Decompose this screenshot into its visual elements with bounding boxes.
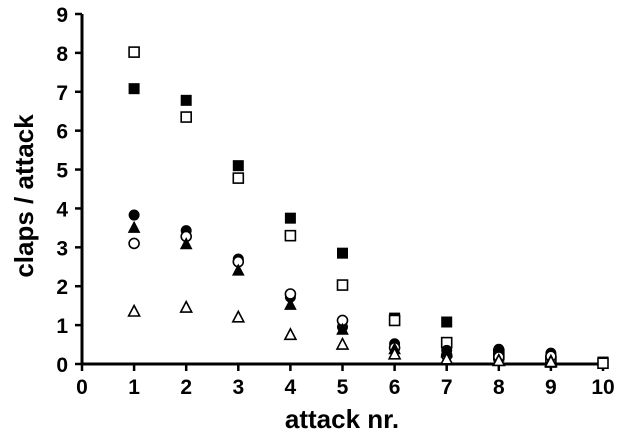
y-tick-label: 5 xyxy=(56,160,68,183)
data-point-triangle-open xyxy=(127,303,141,317)
data-point-square-filled xyxy=(441,316,453,328)
data-point-triangle-filled xyxy=(231,263,245,276)
x-tick-label: 6 xyxy=(389,376,401,399)
data-point-square-open xyxy=(232,172,245,184)
data-point-square-open xyxy=(597,357,609,370)
data-point-square-open xyxy=(180,111,192,123)
data-point-triangle-open xyxy=(231,309,246,323)
y-tick-label: 0 xyxy=(56,354,68,377)
data-point-triangle-open xyxy=(335,336,350,350)
x-tick-label: 4 xyxy=(285,376,297,399)
data-point-circle-open xyxy=(128,237,140,250)
y-tick-label: 1 xyxy=(56,315,68,338)
x-tick-label: 5 xyxy=(337,376,349,399)
data-point-triangle-filled xyxy=(179,237,193,250)
y-tick-label: 7 xyxy=(56,82,68,105)
data-point-triangle-open xyxy=(283,327,298,341)
data-point-triangle-open xyxy=(544,354,558,368)
x-tick-label: 9 xyxy=(545,376,557,399)
data-point-square-open xyxy=(284,229,297,242)
data-point-circle-filled xyxy=(128,209,140,221)
data-point-square-filled xyxy=(128,83,140,95)
x-tick-label: 3 xyxy=(232,376,244,399)
y-tick-label: 3 xyxy=(56,237,68,260)
data-point-square-filled xyxy=(232,160,244,172)
data-point-triangle-open xyxy=(179,299,194,313)
data-point-square-open xyxy=(388,314,401,327)
data-point-square-open xyxy=(336,279,349,291)
x-axis-title: attack nr. xyxy=(285,404,399,434)
data-point-square-open xyxy=(128,46,140,58)
data-point-triangle-filled xyxy=(127,220,141,233)
data-point-triangle-open xyxy=(491,353,506,367)
x-tick-label: 10 xyxy=(591,376,614,399)
x-tick-label: 2 xyxy=(180,376,192,399)
data-point-triangle-filled xyxy=(336,322,349,335)
x-tick-label: 8 xyxy=(493,376,505,399)
y-tick-label: 2 xyxy=(56,276,68,299)
y-tick-label: 6 xyxy=(56,121,68,144)
plot-area: 0 1 2 3 4 5 6 7 8 9 10 0 1 2 3 4 5 6 7 8 9 xyxy=(56,4,614,399)
data-point-square-filled xyxy=(337,247,348,259)
x-tick-label: 7 xyxy=(441,376,453,399)
x-tick-label: 1 xyxy=(128,376,140,399)
y-tick-label: 8 xyxy=(56,43,68,66)
data-point-triangle-filled xyxy=(284,297,297,310)
y-axis-title: claps / attack xyxy=(9,114,39,278)
data-point-triangle-open xyxy=(387,346,402,360)
data-point-triangle-open xyxy=(439,351,454,365)
data-point-circle-open xyxy=(284,288,297,300)
data-point-square-filled xyxy=(180,94,192,106)
x-tick-label: 0 xyxy=(76,376,88,399)
y-tick-label: 9 xyxy=(56,4,68,27)
y-tick-label: 4 xyxy=(56,198,68,221)
data-point-square-filled xyxy=(284,212,296,224)
